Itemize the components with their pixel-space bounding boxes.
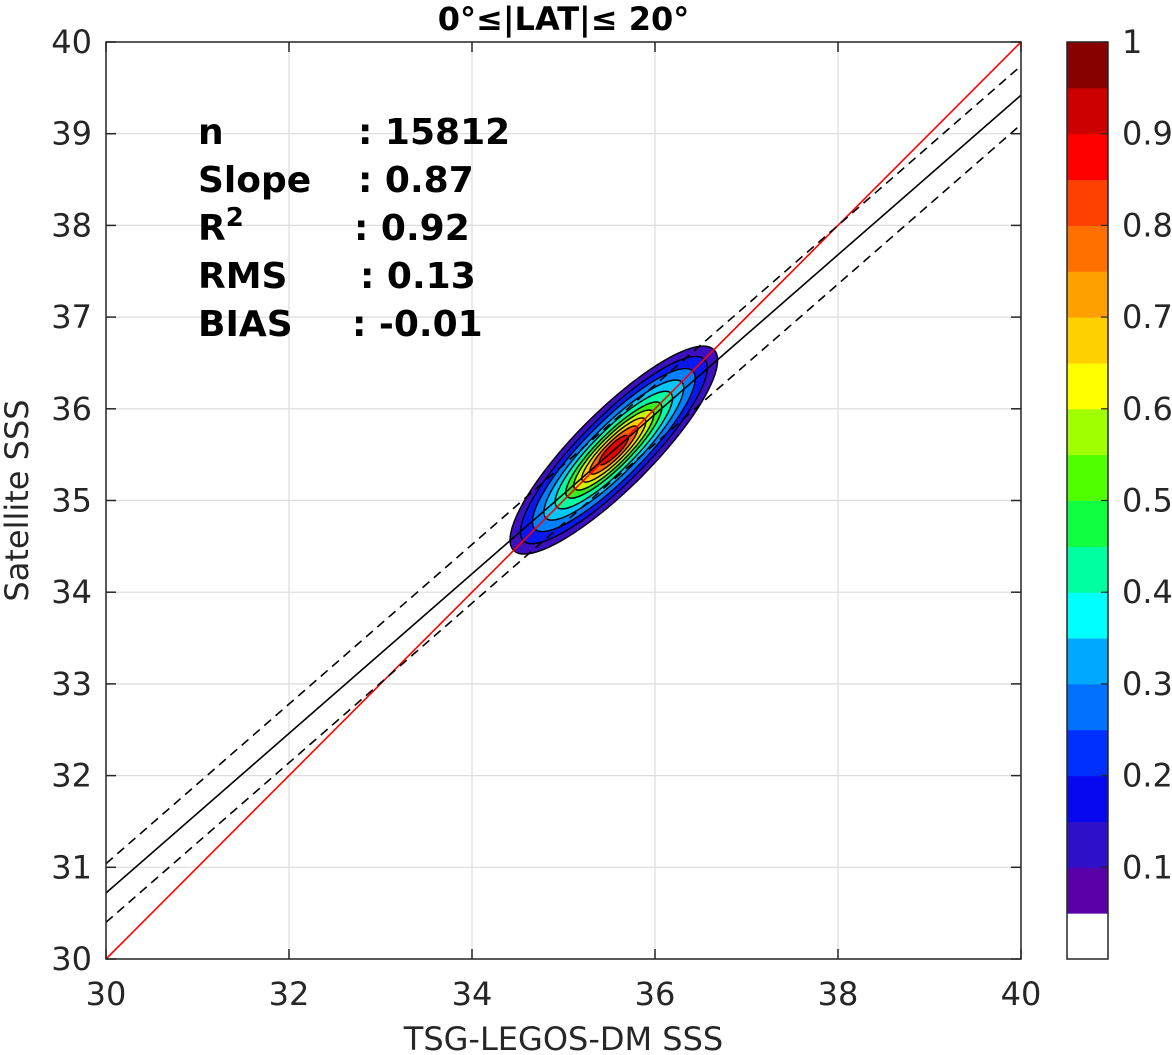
colorbar-segment bbox=[1067, 775, 1108, 822]
colorbar-segment bbox=[1067, 546, 1108, 593]
colorbar-tick-label: 0.9 bbox=[1122, 115, 1172, 153]
y-tick-label: 37 bbox=[51, 298, 92, 336]
colorbar-segment bbox=[1067, 42, 1108, 89]
upper-bound-line bbox=[105, 65, 1022, 865]
y-tick-label: 39 bbox=[51, 115, 92, 153]
stat-key: n bbox=[198, 112, 224, 153]
y-tick-label: 35 bbox=[51, 482, 92, 520]
x-tick-label: 32 bbox=[269, 975, 310, 1013]
lower-bound-line bbox=[105, 123, 1022, 923]
x-axis-title: TSG-LEGOS-DM SSS bbox=[403, 1020, 723, 1055]
colorbar-tick-label: 0.8 bbox=[1122, 206, 1172, 244]
colorbar-tick-label: 0.3 bbox=[1122, 665, 1172, 703]
stat-value: : -0.01 bbox=[352, 304, 483, 345]
stat-key: Slope bbox=[198, 160, 311, 201]
regression-line bbox=[105, 94, 1022, 894]
stat-key: R2 bbox=[198, 203, 244, 249]
colorbar-segment bbox=[1067, 592, 1108, 639]
colorbar-segment bbox=[1067, 867, 1108, 914]
stats-box: n : 15812 Slope : 0.87 R2 : 0.92 RMS : 0.13 BIAS… bbox=[198, 112, 510, 345]
stat-key: RMS bbox=[198, 256, 287, 297]
colorbar-tick-label: 0.5 bbox=[1122, 482, 1172, 520]
colorbar-segment bbox=[1067, 821, 1108, 868]
colorbar-segment bbox=[1067, 87, 1108, 135]
y-tick-label: 40 bbox=[51, 23, 92, 61]
y-tick-label: 30 bbox=[51, 940, 92, 978]
x-tick-label: 34 bbox=[452, 975, 493, 1013]
colorbar-tick-label: 1 bbox=[1122, 23, 1142, 61]
x-tick-label: 30 bbox=[86, 975, 127, 1013]
y-tick-label: 34 bbox=[51, 573, 92, 611]
colorbar-segment bbox=[1067, 729, 1108, 777]
colorbar-segment bbox=[1067, 317, 1108, 364]
chart-title: 0°≤|LAT|≤ 20° bbox=[438, 0, 689, 39]
colorbar-segment bbox=[1067, 362, 1108, 410]
stat-value: : 15812 bbox=[358, 112, 510, 153]
colorbar-segment bbox=[1067, 500, 1108, 547]
y-tick-label: 33 bbox=[51, 665, 92, 703]
colorbar-segment bbox=[1067, 408, 1108, 456]
axis-ticks: 30 32 34 36 38 40 30 31 32 33 34 35 36 37 38 39 40 bbox=[51, 23, 1041, 1013]
stat-key: BIAS bbox=[198, 304, 293, 345]
colorbar-segment bbox=[1067, 133, 1108, 181]
y-axis-title: Satellite SSS bbox=[0, 399, 36, 601]
stat-key-superscript: 2 bbox=[226, 203, 244, 233]
x-tick-label: 40 bbox=[1001, 975, 1042, 1013]
colorbar-segment bbox=[1067, 179, 1108, 226]
stat-value: : 0.13 bbox=[360, 256, 476, 297]
colorbar-tick-label: 0.1 bbox=[1122, 848, 1172, 886]
colorbar-segment bbox=[1067, 271, 1108, 318]
y-tick-label: 38 bbox=[51, 206, 92, 244]
colorbar-tick-label: 0.2 bbox=[1122, 757, 1172, 795]
x-tick-label: 36 bbox=[635, 975, 676, 1013]
colorbar-segment bbox=[1067, 683, 1108, 731]
stat-value: : 0.92 bbox=[354, 208, 470, 249]
colorbar-tick-label: 0.4 bbox=[1122, 573, 1172, 611]
colorbar-segment bbox=[1067, 454, 1108, 501]
x-tick-label: 38 bbox=[818, 975, 859, 1013]
colorbar: 0.1 0.2 0.3 0.4 0.5 0.6 0.7 0.8 0.9 1 bbox=[1066, 23, 1172, 960]
y-tick-label: 31 bbox=[51, 848, 92, 886]
one-to-one-line bbox=[105, 41, 1022, 960]
reference-lines bbox=[105, 41, 1022, 960]
y-tick-label: 36 bbox=[51, 390, 92, 428]
y-tick-label: 32 bbox=[51, 757, 92, 795]
colorbar-tick-label: 0.6 bbox=[1122, 390, 1172, 428]
colorbar-segment bbox=[1067, 913, 1108, 960]
colorbar-segment bbox=[1067, 638, 1108, 685]
colorbar-tick-label: 0.7 bbox=[1122, 298, 1172, 336]
stat-value: : 0.87 bbox=[358, 160, 474, 201]
colorbar-segment bbox=[1067, 225, 1108, 272]
